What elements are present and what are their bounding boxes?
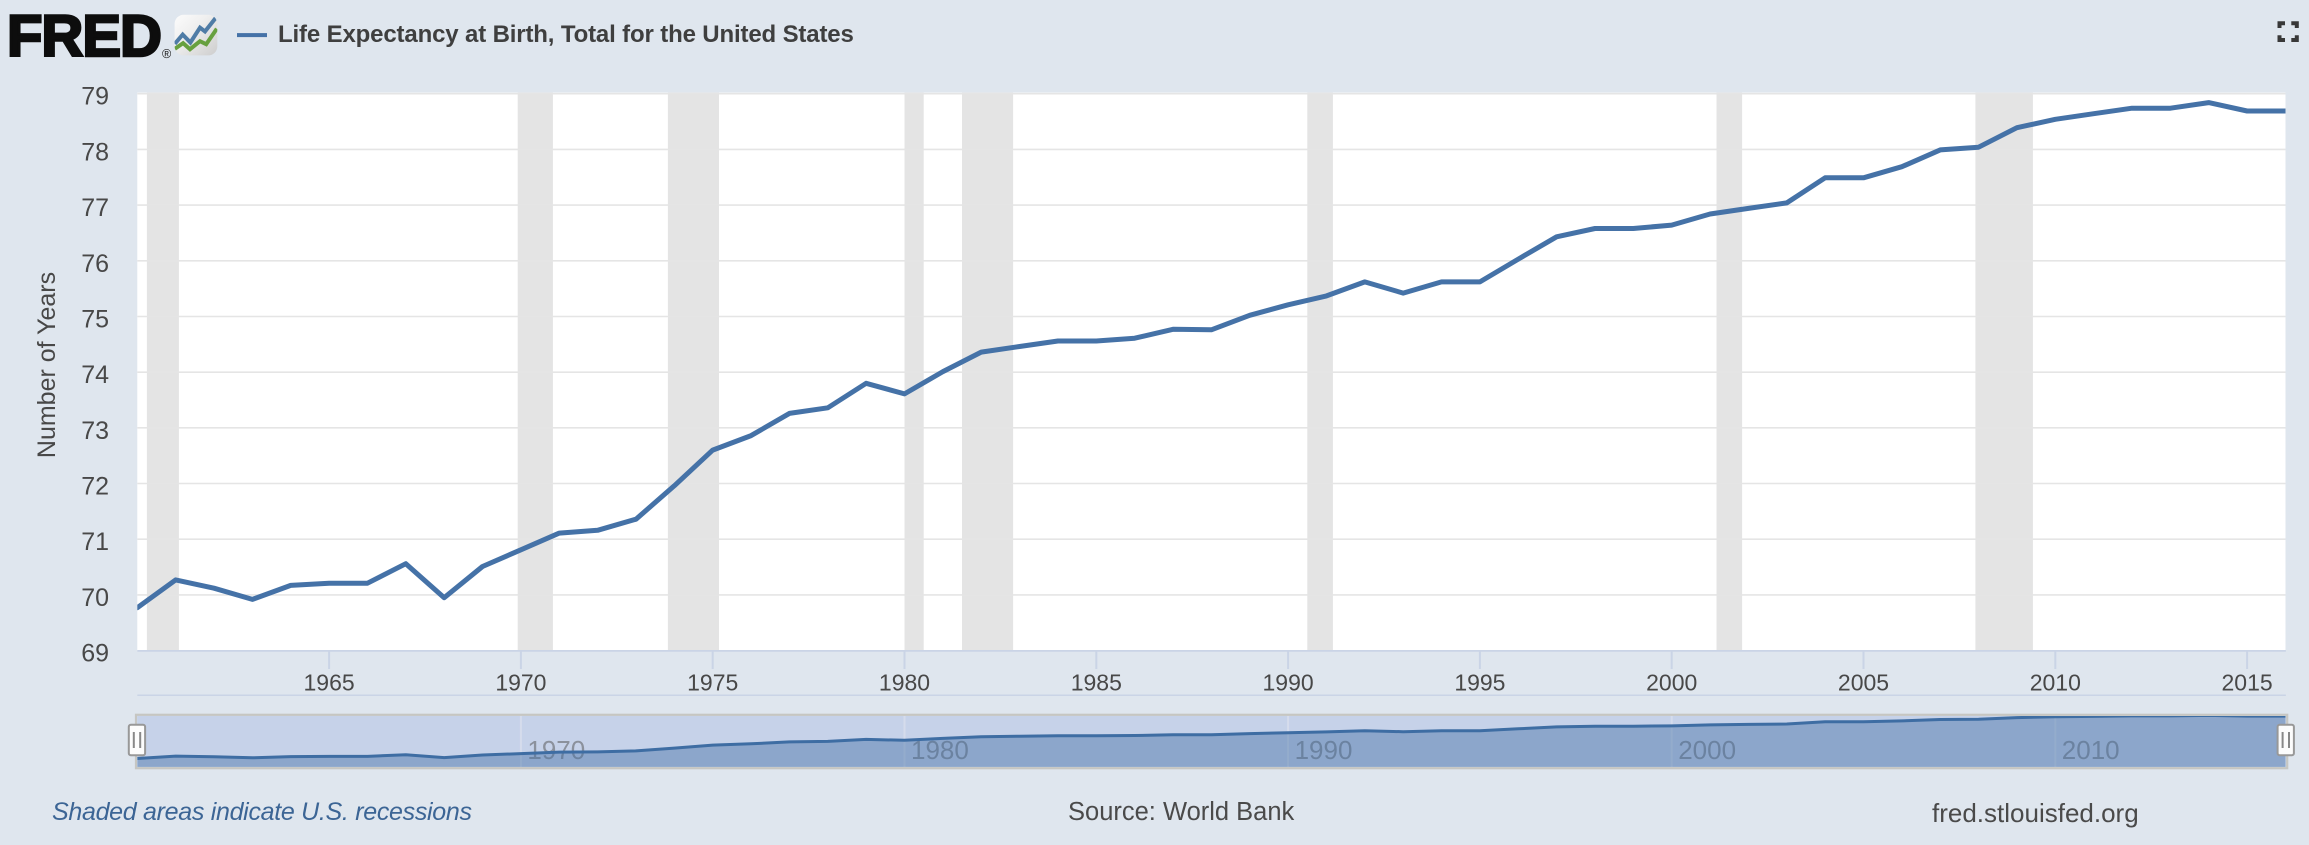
- svg-text:1970: 1970: [495, 670, 546, 696]
- svg-text:1980: 1980: [879, 670, 930, 696]
- svg-text:1975: 1975: [687, 670, 738, 696]
- svg-text:1995: 1995: [1454, 670, 1505, 696]
- svg-text:1990: 1990: [1263, 670, 1314, 696]
- svg-text:2010: 2010: [2062, 735, 2120, 765]
- svg-text:2005: 2005: [1838, 670, 1889, 696]
- svg-text:78: 78: [81, 138, 109, 166]
- svg-text:75: 75: [81, 306, 109, 334]
- svg-text:2010: 2010: [2030, 670, 2081, 696]
- svg-text:69: 69: [81, 640, 109, 668]
- svg-text:1985: 1985: [1071, 670, 1122, 696]
- svg-text:1965: 1965: [304, 670, 355, 696]
- svg-text:1970: 1970: [527, 735, 585, 765]
- svg-text:2000: 2000: [1678, 735, 1736, 765]
- svg-text:73: 73: [81, 417, 109, 445]
- svg-text:79: 79: [81, 83, 109, 111]
- svg-text:2000: 2000: [1646, 670, 1697, 696]
- svg-text:Number of Years: Number of Years: [33, 272, 61, 458]
- svg-text:72: 72: [81, 473, 109, 501]
- svg-text:71: 71: [81, 528, 109, 556]
- svg-text:2015: 2015: [2222, 670, 2273, 696]
- svg-text:74: 74: [81, 361, 109, 389]
- svg-text:77: 77: [81, 194, 109, 222]
- svg-text:76: 76: [81, 250, 109, 278]
- svg-text:70: 70: [81, 584, 109, 612]
- svg-text:1990: 1990: [1295, 735, 1353, 765]
